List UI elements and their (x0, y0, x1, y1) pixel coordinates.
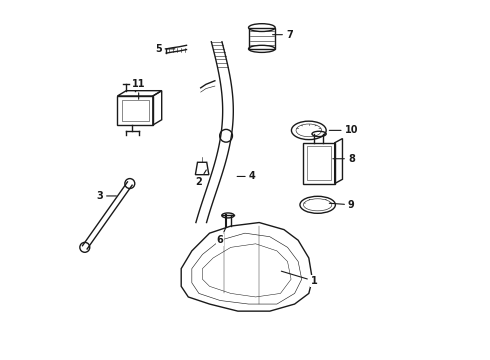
Text: 8: 8 (333, 154, 355, 164)
Text: 3: 3 (97, 191, 117, 201)
Text: 1: 1 (281, 271, 318, 286)
Text: 9: 9 (329, 200, 355, 210)
Text: 6: 6 (217, 227, 226, 245)
Text: 4: 4 (237, 171, 255, 181)
Text: 5: 5 (155, 44, 175, 54)
Text: 2: 2 (196, 170, 206, 187)
Text: 7: 7 (272, 30, 293, 40)
Text: 10: 10 (329, 125, 358, 135)
Text: 11: 11 (132, 79, 146, 99)
